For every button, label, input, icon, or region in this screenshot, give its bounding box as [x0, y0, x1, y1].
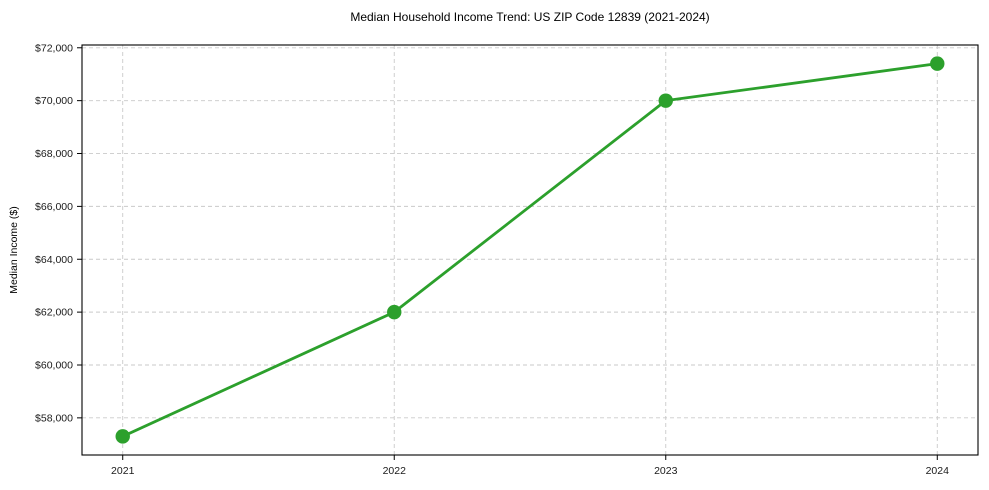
y-tick-label: $72,000: [35, 42, 73, 54]
x-tick-label: 2022: [383, 465, 407, 477]
x-tick-label: 2021: [111, 465, 135, 477]
data-point: [115, 429, 130, 444]
y-tick-label: $66,000: [35, 201, 73, 213]
data-point: [387, 304, 402, 320]
chart-title: Median Household Income Trend: US ZIP Co…: [350, 10, 710, 24]
data-point: [658, 93, 673, 108]
y-tick-label: $60,000: [35, 359, 73, 371]
plot-border: [81, 44, 979, 456]
x-tick-label: 2024: [926, 465, 950, 477]
y-tick-label: $62,000: [35, 307, 73, 319]
data-point: [930, 56, 945, 71]
y-tick-label: $70,000: [35, 95, 73, 107]
income-trend-line: [121, 62, 939, 438]
x-tick-label: 2023: [654, 465, 678, 477]
y-tick-label: $58,000: [35, 412, 73, 424]
y-tick-label: $68,000: [35, 148, 73, 160]
y-tick-label: $64,000: [35, 254, 73, 266]
